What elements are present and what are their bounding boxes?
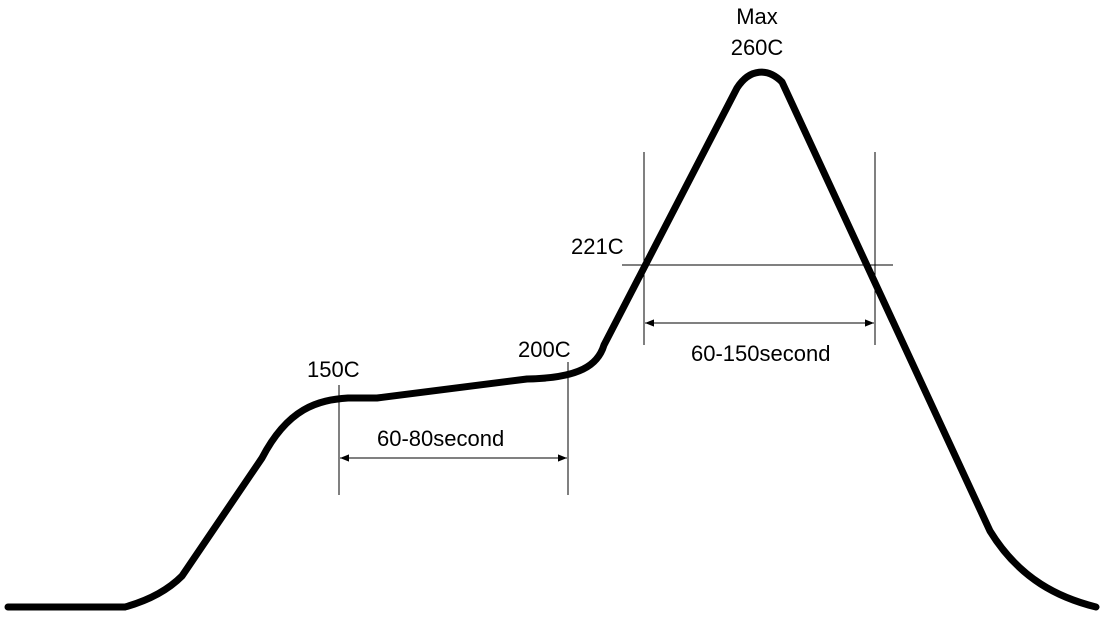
soak-end-label: 200C <box>518 337 571 362</box>
temperature-profile-curve <box>4 68 1100 611</box>
soak-start-label: 150C <box>307 357 360 382</box>
liquidus-label: 221C <box>571 234 624 259</box>
peak-label-max: Max <box>736 4 778 29</box>
soak-duration-label: 60-80second <box>377 426 504 451</box>
peak-label-temperature: 260C <box>731 35 784 60</box>
reflow-duration-label: 60-150second <box>691 341 830 366</box>
